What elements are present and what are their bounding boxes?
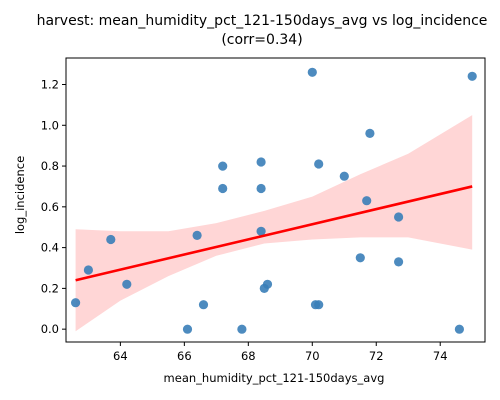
data-point	[122, 279, 132, 289]
data-point	[106, 234, 116, 245]
chart-title-line1: harvest: mean_humidity_pct_121-150days_a…	[37, 13, 488, 29]
data-point	[83, 265, 93, 275]
confidence-band	[75, 115, 473, 332]
data-point	[218, 183, 228, 194]
data-point	[237, 324, 247, 334]
data-point	[307, 67, 317, 77]
plot-frame	[65, 57, 486, 343]
data-point	[365, 128, 375, 138]
data-point	[182, 324, 193, 334]
x-tick-label: 66	[177, 349, 192, 363]
data-point	[339, 171, 349, 181]
y-tick-label: 0.6	[41, 200, 59, 214]
x-tick-label: 68	[241, 349, 256, 363]
x-tick-label: 70	[305, 349, 320, 363]
regression-line	[75, 185, 473, 282]
x-axis-label: mean_humidity_pct_121-150days_avg	[164, 371, 385, 385]
y-tick-label: 0.4	[41, 241, 59, 255]
data-point	[394, 212, 404, 222]
y-tick-label: 0.8	[41, 159, 59, 173]
data-point	[355, 253, 365, 263]
data-point	[71, 298, 81, 308]
x-tick-label: 72	[369, 349, 384, 363]
data-point	[362, 196, 372, 206]
data-point	[314, 159, 324, 169]
data-point	[314, 300, 324, 310]
data-point	[467, 71, 477, 81]
y-axis-label: log_incidence	[13, 156, 27, 234]
data-point	[198, 300, 209, 310]
data-point	[218, 161, 228, 171]
y-tick-label: 0.2	[41, 281, 59, 295]
data-point	[394, 257, 404, 267]
y-tick-label: 1.2	[41, 78, 59, 92]
data-point	[262, 279, 273, 289]
plot-area: 64 66 68 70 72 74 0.0 0.2 0.4 0.6 0.8 1.0 1.2	[41, 57, 486, 363]
chart-title-line2: (corr=0.34)	[221, 32, 302, 48]
y-tick-label: 1.0	[41, 118, 59, 132]
y-tick-label: 0.0	[41, 322, 59, 336]
x-tick-label: 64	[113, 349, 128, 363]
data-point	[454, 324, 464, 334]
x-tick-label: 74	[433, 349, 448, 363]
data-point	[256, 226, 266, 236]
data-point	[256, 183, 266, 194]
data-point	[256, 157, 266, 167]
data-point	[192, 230, 202, 240]
